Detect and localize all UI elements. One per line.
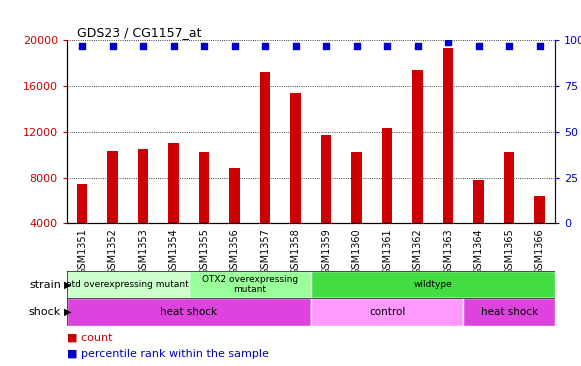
Text: control: control <box>369 307 406 317</box>
Bar <box>464 298 555 326</box>
Point <box>138 43 148 49</box>
Point <box>504 43 514 49</box>
Point <box>352 43 361 49</box>
Point <box>199 43 209 49</box>
Bar <box>67 271 189 298</box>
Bar <box>311 271 555 298</box>
Bar <box>443 48 453 269</box>
Point <box>77 43 87 49</box>
Point <box>443 39 453 45</box>
Point <box>230 43 239 49</box>
Bar <box>189 271 311 298</box>
Text: GDS23 / CG1157_at: GDS23 / CG1157_at <box>77 26 201 39</box>
Point <box>108 43 117 49</box>
Point <box>535 43 544 49</box>
Bar <box>229 168 240 269</box>
Point <box>474 43 483 49</box>
Point <box>291 43 300 49</box>
Point <box>382 43 392 49</box>
Bar <box>107 151 118 269</box>
Point <box>169 43 178 49</box>
Bar <box>168 143 179 269</box>
Text: ▶: ▶ <box>64 280 71 290</box>
Text: heat shock: heat shock <box>480 307 537 317</box>
Bar <box>413 70 423 269</box>
Text: wildtype: wildtype <box>414 280 452 289</box>
Text: strain: strain <box>29 280 61 290</box>
Text: heat shock: heat shock <box>160 307 217 317</box>
Bar <box>382 128 392 269</box>
Bar <box>321 135 331 269</box>
Bar <box>311 298 464 326</box>
Bar <box>138 149 148 269</box>
Bar <box>535 196 545 269</box>
Bar <box>260 72 270 269</box>
Bar <box>290 93 301 269</box>
Bar <box>67 298 311 326</box>
Text: shock: shock <box>28 307 61 317</box>
Text: ▶: ▶ <box>64 307 71 317</box>
Text: OTX2 overexpressing
mutant: OTX2 overexpressing mutant <box>202 275 298 294</box>
Bar <box>199 152 209 269</box>
Text: otd overexpressing mutant: otd overexpressing mutant <box>66 280 189 289</box>
Text: ■ percentile rank within the sample: ■ percentile rank within the sample <box>67 349 268 359</box>
Bar <box>474 180 484 269</box>
Point <box>413 43 422 49</box>
Point <box>321 43 331 49</box>
Bar <box>504 152 514 269</box>
Point <box>260 43 270 49</box>
Text: ■ count: ■ count <box>67 332 112 342</box>
Bar <box>352 152 362 269</box>
Bar <box>77 184 87 269</box>
